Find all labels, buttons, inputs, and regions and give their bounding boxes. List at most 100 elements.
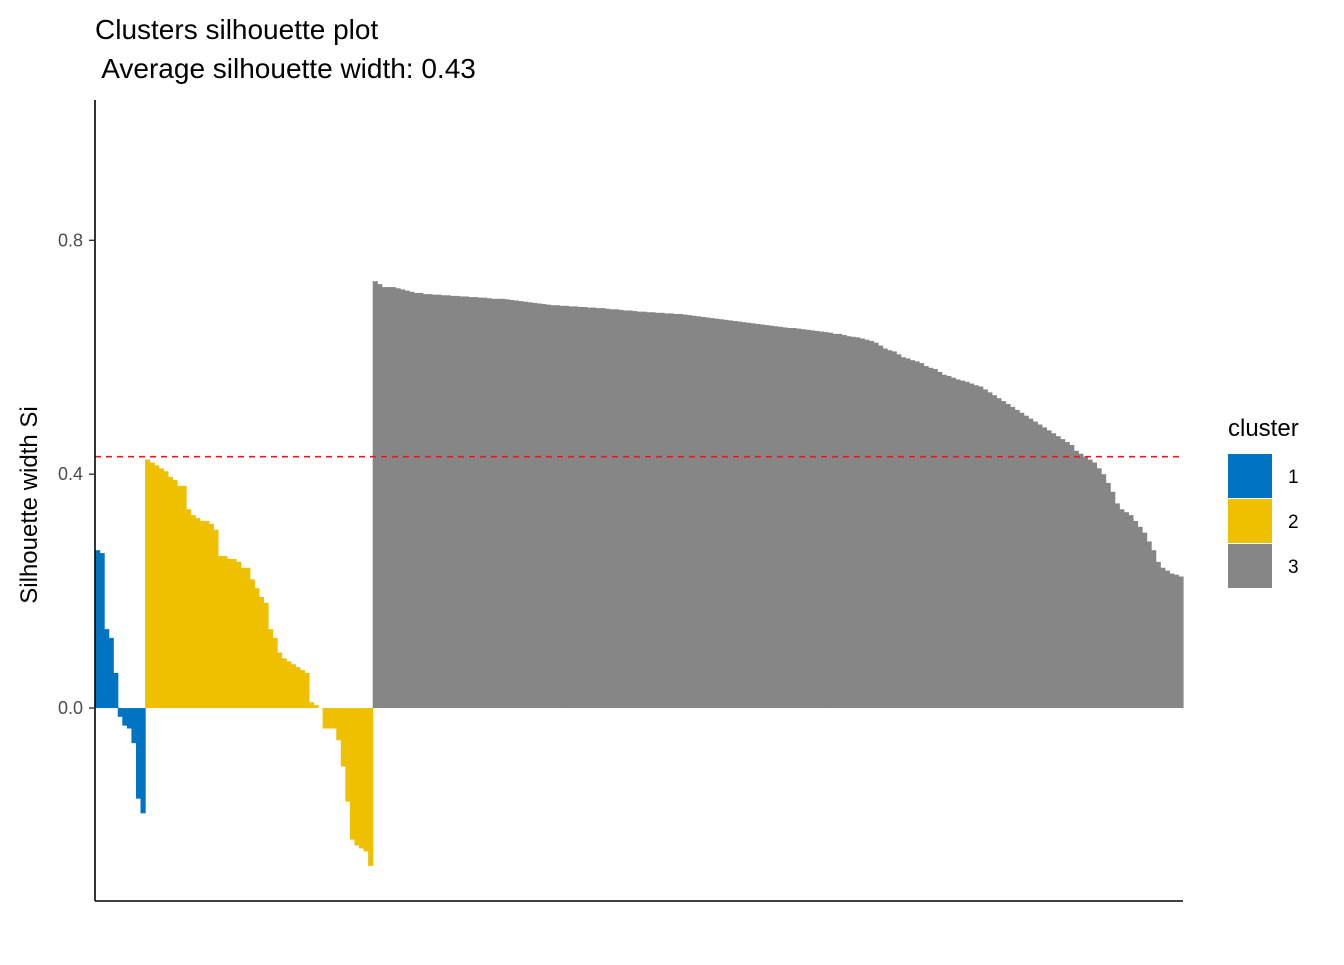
bar-cluster-2-12 bbox=[195, 518, 200, 708]
bar-cluster-3-156 bbox=[1078, 454, 1083, 708]
bar-cluster-2-28 bbox=[268, 629, 273, 708]
bar-cluster-3-111 bbox=[873, 343, 878, 708]
bar-cluster-3-73 bbox=[700, 317, 705, 708]
bar-cluster-2-29 bbox=[273, 638, 278, 708]
bar-cluster-3-64 bbox=[659, 313, 664, 708]
bar-cluster-3-133 bbox=[974, 385, 979, 708]
bar-cluster-3-108 bbox=[860, 339, 865, 709]
bar-cluster-2-6 bbox=[168, 477, 173, 708]
bar-cluster-3-24 bbox=[477, 298, 482, 708]
bar-cluster-3-63 bbox=[655, 313, 660, 708]
y-tick-label: 0.4 bbox=[58, 464, 83, 484]
bar-cluster-1-9 bbox=[131, 708, 136, 743]
bar-cluster-3-135 bbox=[983, 389, 988, 708]
bar-cluster-3-60 bbox=[641, 312, 646, 708]
bar-cluster-3-40 bbox=[550, 305, 555, 708]
bar-cluster-3-101 bbox=[828, 333, 833, 708]
bar-cluster-2-36 bbox=[304, 673, 309, 708]
bar-cluster-3-94 bbox=[796, 329, 801, 708]
bar-cluster-2-18 bbox=[222, 556, 227, 708]
bar-cluster-3-126 bbox=[942, 375, 947, 708]
bar-cluster-3-104 bbox=[842, 335, 847, 708]
bar-cluster-2-49 bbox=[364, 708, 369, 851]
bar-cluster-3-19 bbox=[455, 296, 460, 708]
bar-cluster-3-163 bbox=[1110, 492, 1115, 708]
bar-cluster-3-52 bbox=[605, 309, 610, 708]
bar-cluster-3-86 bbox=[760, 325, 765, 709]
bar-cluster-3-50 bbox=[596, 308, 601, 708]
bar-cluster-3-74 bbox=[705, 318, 710, 709]
bar-cluster-3-158 bbox=[1087, 460, 1092, 708]
bar-cluster-3-41 bbox=[555, 305, 560, 708]
bar-cluster-3-164 bbox=[1115, 503, 1120, 708]
bar-cluster-3-61 bbox=[646, 312, 651, 708]
bar-cluster-3-107 bbox=[855, 337, 860, 708]
bar-cluster-3-90 bbox=[778, 327, 783, 708]
bar-cluster-3-37 bbox=[537, 303, 542, 708]
bar-cluster-3-23 bbox=[473, 297, 478, 708]
bar-cluster-3-56 bbox=[623, 310, 628, 708]
bar-cluster-2-27 bbox=[263, 603, 268, 708]
bar-cluster-3-137 bbox=[992, 395, 997, 708]
bar-cluster-3-134 bbox=[978, 386, 983, 708]
bar-cluster-3-30 bbox=[505, 299, 510, 708]
bar-cluster-1-4 bbox=[109, 638, 114, 708]
bar-cluster-2-14 bbox=[204, 521, 209, 708]
bar-cluster-3-113 bbox=[883, 348, 888, 708]
bar-cluster-3-173 bbox=[1156, 562, 1161, 708]
bar-cluster-3-11 bbox=[418, 293, 423, 708]
bar-cluster-3-81 bbox=[737, 322, 742, 708]
bar-cluster-3-85 bbox=[755, 324, 760, 708]
bar-cluster-3-146 bbox=[1033, 422, 1038, 708]
bar-cluster-2-38 bbox=[314, 705, 319, 708]
bar-cluster-1-10 bbox=[136, 708, 141, 799]
bar-cluster-3-109 bbox=[864, 340, 869, 708]
bar-cluster-3-168 bbox=[1133, 521, 1138, 708]
bar-cluster-3-22 bbox=[468, 297, 473, 708]
bar-cluster-2-26 bbox=[259, 597, 264, 708]
bar-cluster-3-15 bbox=[436, 295, 441, 708]
bar-cluster-3-48 bbox=[587, 308, 592, 709]
bar-cluster-3-42 bbox=[559, 306, 564, 708]
bar-cluster-3-26 bbox=[487, 298, 492, 708]
bar-cluster-3-166 bbox=[1124, 512, 1129, 708]
bar-cluster-3-70 bbox=[687, 315, 692, 708]
bar-cluster-2-23 bbox=[245, 568, 250, 708]
bar-cluster-3-136 bbox=[987, 392, 992, 708]
bar-cluster-3-140 bbox=[1005, 404, 1010, 708]
bar-cluster-2-10 bbox=[186, 509, 191, 708]
bar-cluster-3-120 bbox=[914, 361, 919, 708]
bar-cluster-2-50 bbox=[368, 708, 373, 866]
bar-cluster-3-4 bbox=[386, 287, 391, 708]
bar-cluster-3-51 bbox=[600, 308, 605, 708]
bar-cluster-3-177 bbox=[1174, 575, 1179, 708]
bar-cluster-3-155 bbox=[1074, 451, 1079, 708]
bar-cluster-3-169 bbox=[1137, 527, 1142, 708]
bar-cluster-3-25 bbox=[482, 298, 487, 708]
bar-cluster-3-176 bbox=[1169, 574, 1174, 708]
bar-cluster-2-20 bbox=[232, 559, 237, 708]
bar-cluster-3-165 bbox=[1119, 509, 1124, 708]
bar-cluster-3-55 bbox=[619, 310, 624, 708]
bar-cluster-2-22 bbox=[241, 568, 246, 708]
bar-cluster-3-17 bbox=[446, 295, 451, 708]
bar-cluster-3-119 bbox=[910, 360, 915, 708]
bar-cluster-3-38 bbox=[541, 304, 546, 708]
legend-label-1: 1 bbox=[1288, 467, 1299, 488]
bar-cluster-3-97 bbox=[810, 330, 815, 708]
bar-cluster-2-35 bbox=[300, 670, 305, 708]
bar-cluster-2-21 bbox=[236, 562, 241, 708]
bar-cluster-3-121 bbox=[919, 363, 924, 708]
bar-cluster-2-31 bbox=[282, 658, 287, 708]
bar-cluster-3-141 bbox=[1010, 407, 1015, 708]
bar-cluster-3-103 bbox=[837, 334, 842, 708]
bar-cluster-3-114 bbox=[887, 350, 892, 708]
bar-cluster-3-115 bbox=[892, 351, 897, 708]
bar-cluster-3-144 bbox=[1024, 416, 1029, 708]
y-axis-label: Silhouette width Si bbox=[16, 406, 43, 603]
bar-cluster-3-106 bbox=[851, 337, 856, 708]
bar-cluster-3-79 bbox=[728, 320, 733, 708]
bar-cluster-3-112 bbox=[878, 346, 883, 709]
y-tick-label: 0.0 bbox=[58, 698, 83, 718]
bar-cluster-3-110 bbox=[869, 341, 874, 708]
